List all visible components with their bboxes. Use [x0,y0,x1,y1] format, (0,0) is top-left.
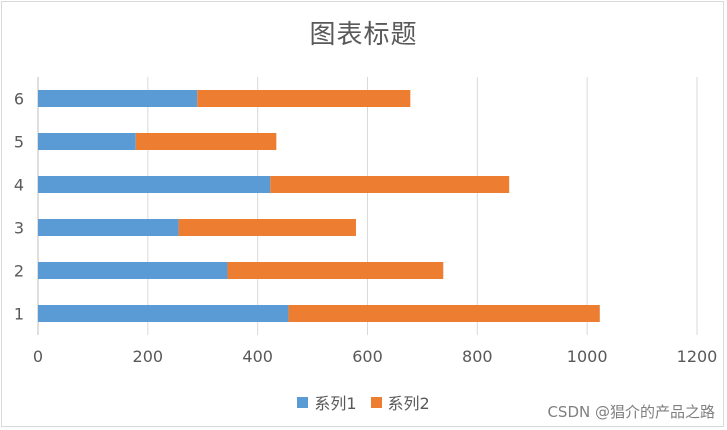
y-tick-label: 2 [14,262,24,281]
bar-series-2 [197,90,411,107]
bar-series-2 [288,305,600,322]
bar-series-1 [38,262,228,279]
legend-label-series-1: 系列1 [314,394,357,413]
bar-series-2 [178,219,356,236]
x-tick-label: 800 [462,347,493,366]
bar-series-1 [38,90,198,107]
y-tick-label: 3 [14,219,24,238]
y-tick-label: 5 [14,133,24,152]
legend-item-series-1: 系列1 [297,390,357,414]
bar-series-2 [227,262,444,279]
x-tick-label: 1000 [567,347,608,366]
y-tick-label: 6 [14,90,24,109]
y-tick-label: 1 [14,305,24,324]
legend-swatch-series-1 [297,396,309,408]
bar-series-1 [38,133,136,150]
x-tick-label: 400 [242,347,273,366]
y-tick-label: 4 [14,176,24,195]
x-tick-label: 0 [33,347,43,366]
bar-series-1 [38,176,271,193]
legend-swatch-series-2 [370,396,382,408]
legend: 系列1 系列2 [0,390,727,414]
x-tick-label: 600 [352,347,383,366]
bar-series-1 [38,219,179,236]
legend-item-series-2: 系列2 [370,390,430,414]
bar-series-2 [270,176,510,193]
bar-series-1 [38,305,289,322]
bar-series-2 [135,133,277,150]
x-tick-label: 200 [133,347,164,366]
watermark: CSDN @猖介的产品之路 [547,403,715,421]
legend-label-series-2: 系列2 [387,394,430,413]
x-tick-label: 1200 [677,347,718,366]
chart-title: 图表标题 [309,20,418,50]
